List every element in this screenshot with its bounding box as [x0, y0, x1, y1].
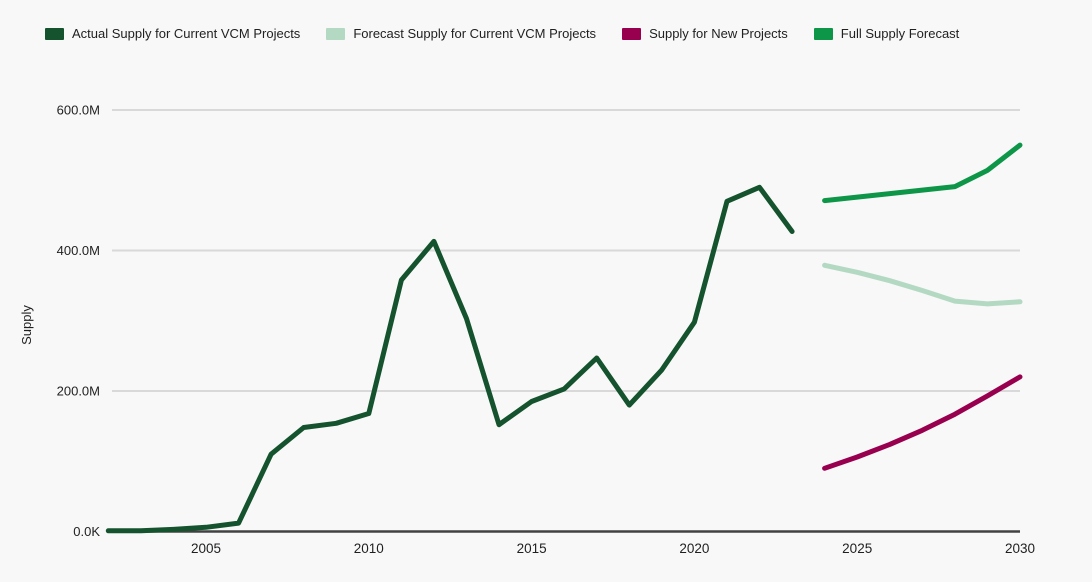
series-line-3[interactable]	[822, 374, 1023, 471]
legend-swatch-icon	[813, 27, 833, 40]
y-tick-label: 600.0M	[57, 103, 100, 118]
legend-label: Supply for New Projects	[649, 26, 788, 41]
legend-item-2[interactable]: Forecast Supply for Current VCM Projects	[326, 26, 596, 41]
y-axis-title: Supply	[19, 305, 34, 345]
legend-swatch-icon	[326, 27, 346, 40]
x-tick-label: 2010	[354, 541, 384, 556]
x-tick-label: 2005	[191, 541, 221, 556]
series-line-4[interactable]	[822, 142, 1023, 204]
legend-swatch-icon	[45, 27, 64, 40]
x-tick-label: 2020	[679, 541, 709, 556]
x-tick-label: 2030	[1005, 541, 1035, 556]
legend-item-3[interactable]: Supply for New Projects	[622, 26, 788, 41]
y-tick-label: 200.0M	[57, 384, 100, 399]
legend-item-4[interactable]: Full Supply Forecast	[813, 26, 960, 41]
y-tick-label: 400.0M	[57, 243, 100, 258]
legend-label: Full Supply Forecast	[840, 26, 960, 41]
legend-label: Forecast Supply for Current VCM Projects	[353, 26, 597, 41]
legend-swatch-icon	[622, 27, 642, 40]
chart-legend: Actual Supply for Current VCM Projects Fo…	[45, 26, 959, 41]
x-tick-label: 2015	[517, 541, 547, 556]
series-line-1[interactable]	[105, 184, 795, 534]
legend-item-1[interactable]: Actual Supply for Current VCM Projects	[45, 26, 300, 41]
series-line-2[interactable]	[822, 262, 1023, 307]
legend-label: Actual Supply for Current VCM Projects	[72, 26, 301, 41]
y-tick-label: 0.0K	[73, 524, 100, 539]
x-tick-label: 2025	[842, 541, 872, 556]
